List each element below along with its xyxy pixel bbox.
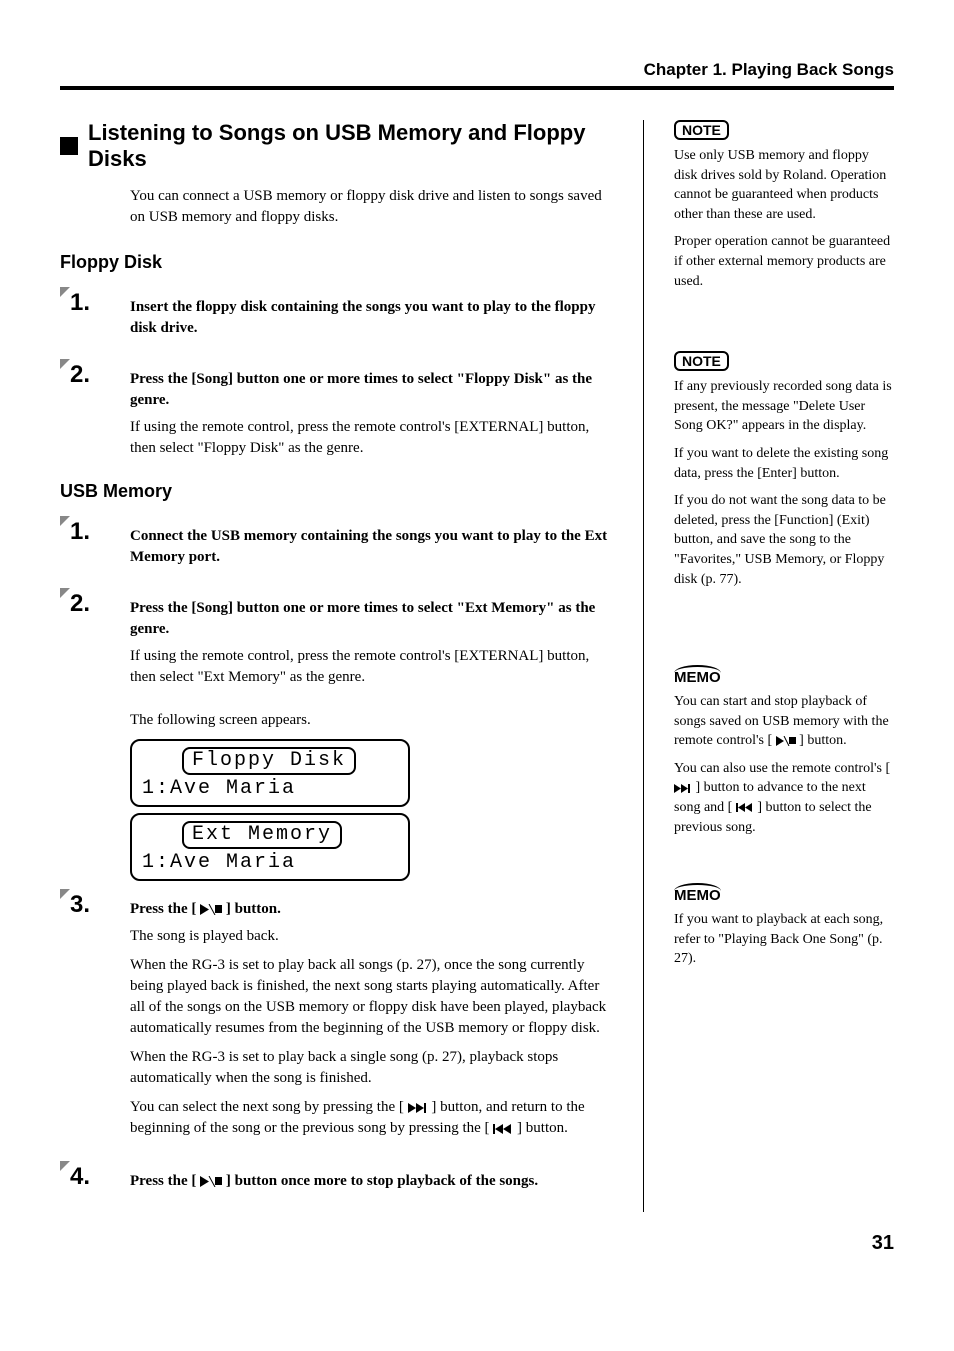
prev-icon xyxy=(493,1124,513,1134)
memo-block-1: MEMO You can start and stop playback of … xyxy=(674,669,894,837)
note-text: If you do not want the song data to be d… xyxy=(674,491,894,589)
chapter-header: Chapter 1. Playing Back Songs xyxy=(60,60,894,90)
step-instruction: Press the [Song] button one or more time… xyxy=(130,598,613,640)
step-number: 2. xyxy=(70,359,116,387)
lcd-top-text: Ext Memory xyxy=(192,823,332,846)
step-number: 4. xyxy=(70,1161,116,1189)
next-icon xyxy=(674,784,692,793)
text-part: You can select the next song by pressing… xyxy=(130,1099,408,1115)
step-number: 3. xyxy=(70,889,116,917)
play-stop-icon xyxy=(776,736,796,746)
text-pre: Press the [ xyxy=(130,901,200,917)
text-post: ] button once more to stop playback of t… xyxy=(222,1173,538,1189)
step-number: 1. xyxy=(70,516,116,544)
step-3: 3. Press the [ ] button. The song is pla… xyxy=(70,889,613,1147)
step-number: 2. xyxy=(70,588,116,616)
note-block-1: NOTE Use only USB memory and floppy disk… xyxy=(674,120,894,291)
step-instruction: Insert the floppy disk containing the so… xyxy=(130,297,613,339)
step-4: 4. Press the [ ] button once more to sto… xyxy=(70,1161,613,1198)
step-detail: You can select the next song by pressing… xyxy=(130,1097,613,1139)
page-number: 31 xyxy=(60,1232,894,1255)
step-detail: When the RG-3 is set to play back all so… xyxy=(130,955,613,1039)
step-instruction: Press the [ ] button once more to stop p… xyxy=(130,1171,613,1192)
note-label: NOTE xyxy=(674,351,729,371)
step-detail: When the RG-3 is set to play back a sing… xyxy=(130,1047,613,1089)
floppy-step-1: 1. Insert the floppy disk containing the… xyxy=(70,287,613,345)
text-pre: Press the [ xyxy=(130,1173,200,1189)
play-stop-icon xyxy=(200,904,222,915)
lcd-bottom-text: 1:Ave Maria xyxy=(142,777,398,801)
lcd-displays: Floppy Disk 1:Ave Maria Ext Memory 1:Ave… xyxy=(130,739,613,881)
intro-text: You can connect a USB memory or floppy d… xyxy=(130,186,613,228)
next-icon xyxy=(408,1103,428,1113)
step-number: 1. xyxy=(70,287,116,315)
text-part: ] button. xyxy=(796,733,847,748)
usb-step-1: 1. Connect the USB memory containing the… xyxy=(70,516,613,574)
note-block-2: NOTE If any previously recorded song dat… xyxy=(674,351,894,589)
usb-step-2: 2. Press the [Song] button one or more t… xyxy=(70,588,613,696)
note-text: If you want to delete the existing song … xyxy=(674,444,894,483)
lcd-bottom-text: 1:Ave Maria xyxy=(142,851,398,875)
section-title: Listening to Songs on USB Memory and Flo… xyxy=(60,120,613,172)
prev-icon xyxy=(736,803,754,812)
text-post: ] button. xyxy=(222,901,281,917)
memo-label: MEMO xyxy=(674,887,721,904)
note-text: Use only USB memory and floppy disk driv… xyxy=(674,146,894,224)
step-instruction: Press the [ ] button. xyxy=(130,899,613,920)
floppy-step-2: 2. Press the [Song] button one or more t… xyxy=(70,359,613,467)
memo-text: You can start and stop playback of songs… xyxy=(674,692,894,751)
section-title-text: Listening to Songs on USB Memory and Flo… xyxy=(88,120,613,172)
text-part: You can also use the remote control's [ xyxy=(674,761,890,776)
note-text: Proper operation cannot be guaranteed if… xyxy=(674,232,894,291)
content-row: Listening to Songs on USB Memory and Flo… xyxy=(60,120,894,1212)
step-detail: If using the remote control, press the r… xyxy=(130,417,613,459)
memo-text: If you want to playback at each song, re… xyxy=(674,910,894,969)
text-part: ] button. xyxy=(513,1120,568,1136)
step-instruction: Connect the USB memory containing the so… xyxy=(130,526,613,568)
lcd-top-text: Floppy Disk xyxy=(192,749,346,772)
floppy-title: Floppy Disk xyxy=(60,252,613,273)
square-bullet-icon xyxy=(60,137,78,155)
note-label: NOTE xyxy=(674,120,729,140)
screen-intro: The following screen appears. xyxy=(130,710,613,731)
side-notes: NOTE Use only USB memory and floppy disk… xyxy=(674,120,894,1212)
memo-label: MEMO xyxy=(674,669,721,686)
step-detail: If using the remote control, press the r… xyxy=(130,646,613,688)
usb-title: USB Memory xyxy=(60,481,613,502)
memo-text: You can also use the remote control's [ … xyxy=(674,759,894,837)
step-instruction: Press the [Song] button one or more time… xyxy=(130,369,613,411)
main-content: Listening to Songs on USB Memory and Flo… xyxy=(60,120,644,1212)
step-detail: The song is played back. xyxy=(130,926,613,947)
memo-block-2: MEMO If you want to playback at each son… xyxy=(674,887,894,969)
lcd-floppy: Floppy Disk 1:Ave Maria xyxy=(130,739,410,807)
lcd-ext-memory: Ext Memory 1:Ave Maria xyxy=(130,813,410,881)
note-text: If any previously recorded song data is … xyxy=(674,377,894,436)
play-stop-icon xyxy=(200,1176,222,1187)
